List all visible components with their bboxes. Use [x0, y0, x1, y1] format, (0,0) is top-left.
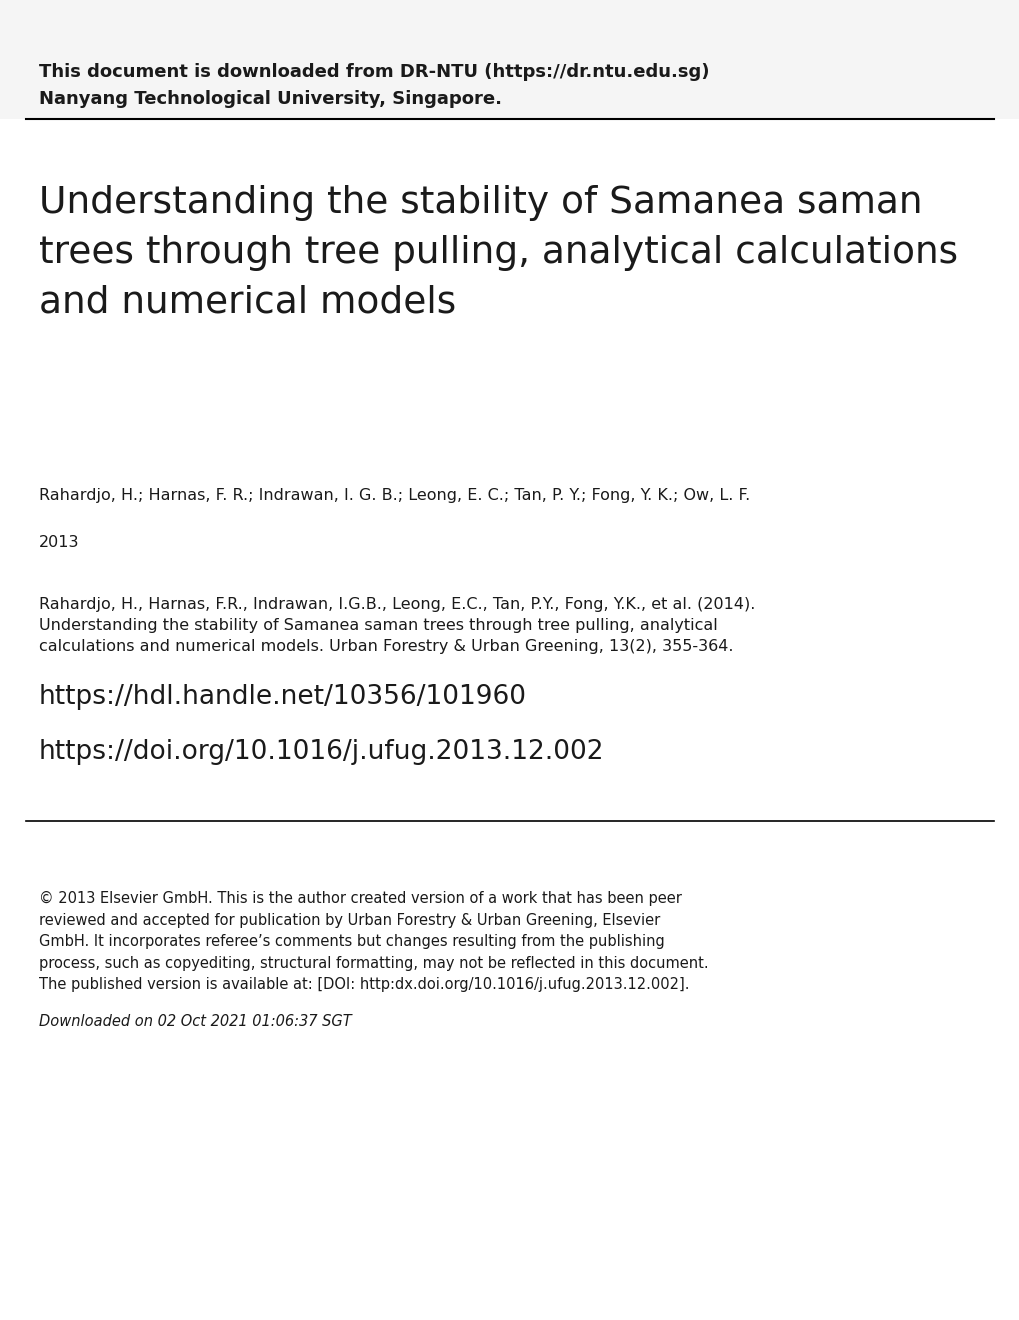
Text: Rahardjo, H.; Harnas, F. R.; Indrawan, I. G. B.; Leong, E. C.; Tan, P. Y.; Fong,: Rahardjo, H.; Harnas, F. R.; Indrawan, I…	[39, 488, 749, 503]
Text: © 2013 Elsevier GmbH. This is the author created version of a work that has been: © 2013 Elsevier GmbH. This is the author…	[39, 891, 707, 993]
Text: 2013: 2013	[39, 535, 79, 549]
Text: Downloaded on 02 Oct 2021 01:06:37 SGT: Downloaded on 02 Oct 2021 01:06:37 SGT	[39, 1014, 351, 1028]
Text: https://hdl.handle.net/10356/101960: https://hdl.handle.net/10356/101960	[39, 684, 526, 710]
Text: Nanyang Technological University, Singapore.: Nanyang Technological University, Singap…	[39, 90, 501, 108]
Text: This document is downloaded from DR-NTU (https://dr.ntu.edu.sg): This document is downloaded from DR-NTU …	[39, 63, 708, 82]
Text: Rahardjo, H., Harnas, F.R., Indrawan, I.G.B., Leong, E.C., Tan, P.Y., Fong, Y.K.: Rahardjo, H., Harnas, F.R., Indrawan, I.…	[39, 597, 754, 653]
Text: https://doi.org/10.1016/j.ufug.2013.12.002: https://doi.org/10.1016/j.ufug.2013.12.0…	[39, 739, 603, 766]
Text: Understanding the stability of Samanea saman
trees through tree pulling, analyti: Understanding the stability of Samanea s…	[39, 185, 957, 321]
